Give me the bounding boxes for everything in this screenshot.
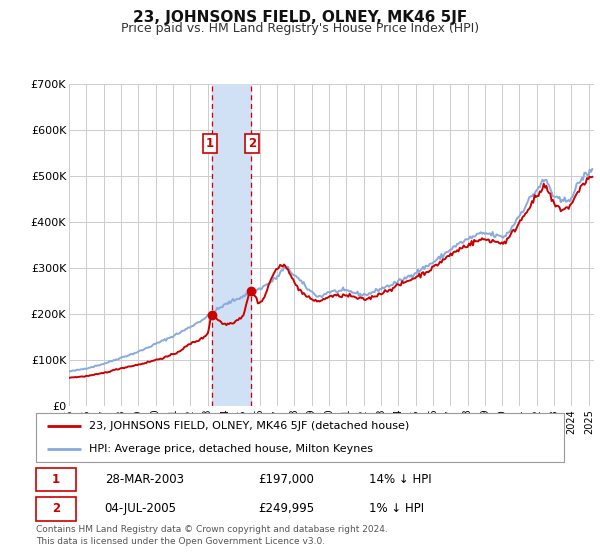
Text: Price paid vs. HM Land Registry's House Price Index (HPI): Price paid vs. HM Land Registry's House … — [121, 22, 479, 35]
Bar — [212, 84, 251, 406]
FancyBboxPatch shape — [36, 413, 564, 462]
Text: 23, JOHNSONS FIELD, OLNEY, MK46 5JF (detached house): 23, JOHNSONS FIELD, OLNEY, MK46 5JF (det… — [89, 421, 409, 431]
Text: 23, JOHNSONS FIELD, OLNEY, MK46 5JF: 23, JOHNSONS FIELD, OLNEY, MK46 5JF — [133, 10, 467, 25]
Text: 1: 1 — [52, 473, 60, 486]
Text: 04-JUL-2005: 04-JUL-2005 — [104, 502, 176, 515]
Text: 28-MAR-2003: 28-MAR-2003 — [104, 473, 184, 486]
FancyBboxPatch shape — [36, 497, 76, 521]
Text: £197,000: £197,000 — [258, 473, 314, 486]
Text: 2: 2 — [248, 137, 256, 150]
Text: 1% ↓ HPI: 1% ↓ HPI — [368, 502, 424, 515]
Text: Contains HM Land Registry data © Crown copyright and database right 2024.
This d: Contains HM Land Registry data © Crown c… — [36, 525, 388, 546]
Text: 14% ↓ HPI: 14% ↓ HPI — [368, 473, 431, 486]
FancyBboxPatch shape — [36, 468, 76, 491]
Text: £249,995: £249,995 — [258, 502, 314, 515]
Text: 1: 1 — [206, 137, 214, 150]
Text: 2: 2 — [52, 502, 60, 515]
Text: HPI: Average price, detached house, Milton Keynes: HPI: Average price, detached house, Milt… — [89, 444, 373, 454]
